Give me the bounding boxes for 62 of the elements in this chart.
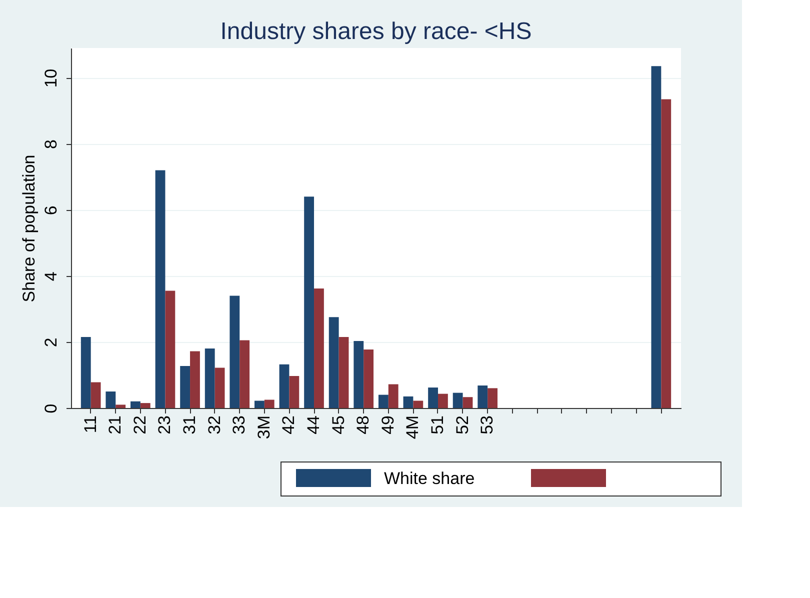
x-tick-label: 22 bbox=[130, 416, 150, 434]
x-tick-label: 42 bbox=[279, 416, 298, 434]
bar bbox=[279, 364, 290, 408]
bar bbox=[462, 397, 473, 408]
x-tick-label: 51 bbox=[428, 416, 447, 434]
bar bbox=[354, 340, 364, 408]
bar bbox=[240, 340, 250, 408]
x-tick-label: 32 bbox=[204, 416, 224, 434]
bar bbox=[328, 317, 339, 408]
bar bbox=[214, 368, 225, 408]
bar bbox=[130, 401, 140, 408]
bar bbox=[116, 404, 126, 408]
chart-title: Industry shares by race- <HS bbox=[220, 18, 532, 45]
y-axis-title: Share of population bbox=[20, 154, 38, 302]
x-tick-label: 23 bbox=[155, 416, 174, 434]
bar bbox=[204, 348, 215, 408]
bar bbox=[478, 386, 488, 408]
bar bbox=[378, 394, 388, 408]
bar bbox=[289, 376, 300, 408]
bar bbox=[488, 388, 498, 408]
bar bbox=[190, 351, 200, 408]
x-tick-label: 48 bbox=[354, 416, 373, 434]
bar bbox=[80, 336, 91, 408]
bar bbox=[314, 288, 324, 408]
x-tick-label: 31 bbox=[180, 416, 200, 434]
x-tick-label: 33 bbox=[230, 416, 249, 434]
bar bbox=[388, 384, 398, 408]
x-tick-label: 52 bbox=[452, 416, 472, 434]
bar bbox=[254, 400, 264, 408]
x-tick-label: 3M bbox=[254, 416, 274, 440]
x-tick-label: 53 bbox=[478, 416, 497, 434]
bar bbox=[264, 400, 274, 408]
bar bbox=[452, 392, 463, 408]
y-tick-label: 10 bbox=[42, 68, 60, 88]
bar bbox=[180, 366, 190, 408]
legend-label: White share bbox=[384, 469, 475, 488]
bar bbox=[413, 400, 424, 408]
bar bbox=[140, 403, 150, 408]
bar bbox=[338, 336, 349, 408]
bar bbox=[155, 170, 166, 408]
bar bbox=[364, 350, 374, 408]
x-tick-label: 44 bbox=[304, 416, 324, 434]
bar bbox=[651, 66, 662, 408]
x-tick-label: 11 bbox=[80, 416, 100, 434]
bar bbox=[106, 391, 116, 408]
x-tick-label: 21 bbox=[106, 416, 125, 434]
y-tick-label: 8 bbox=[42, 140, 60, 150]
y-tick-label: 6 bbox=[42, 206, 60, 216]
y-tick-label: 0 bbox=[42, 404, 60, 414]
bar bbox=[90, 382, 101, 408]
bar bbox=[230, 296, 240, 408]
x-tick-label: 4M bbox=[403, 416, 422, 440]
bar bbox=[403, 396, 414, 408]
bar bbox=[428, 388, 438, 408]
bar bbox=[438, 394, 448, 408]
bar bbox=[661, 99, 672, 408]
x-tick-label: 45 bbox=[328, 416, 348, 434]
bar bbox=[165, 290, 176, 408]
x-tick-label: 49 bbox=[378, 416, 398, 434]
y-tick-label: 2 bbox=[42, 338, 60, 348]
bar bbox=[304, 196, 314, 408]
y-tick-label: 4 bbox=[42, 272, 60, 282]
